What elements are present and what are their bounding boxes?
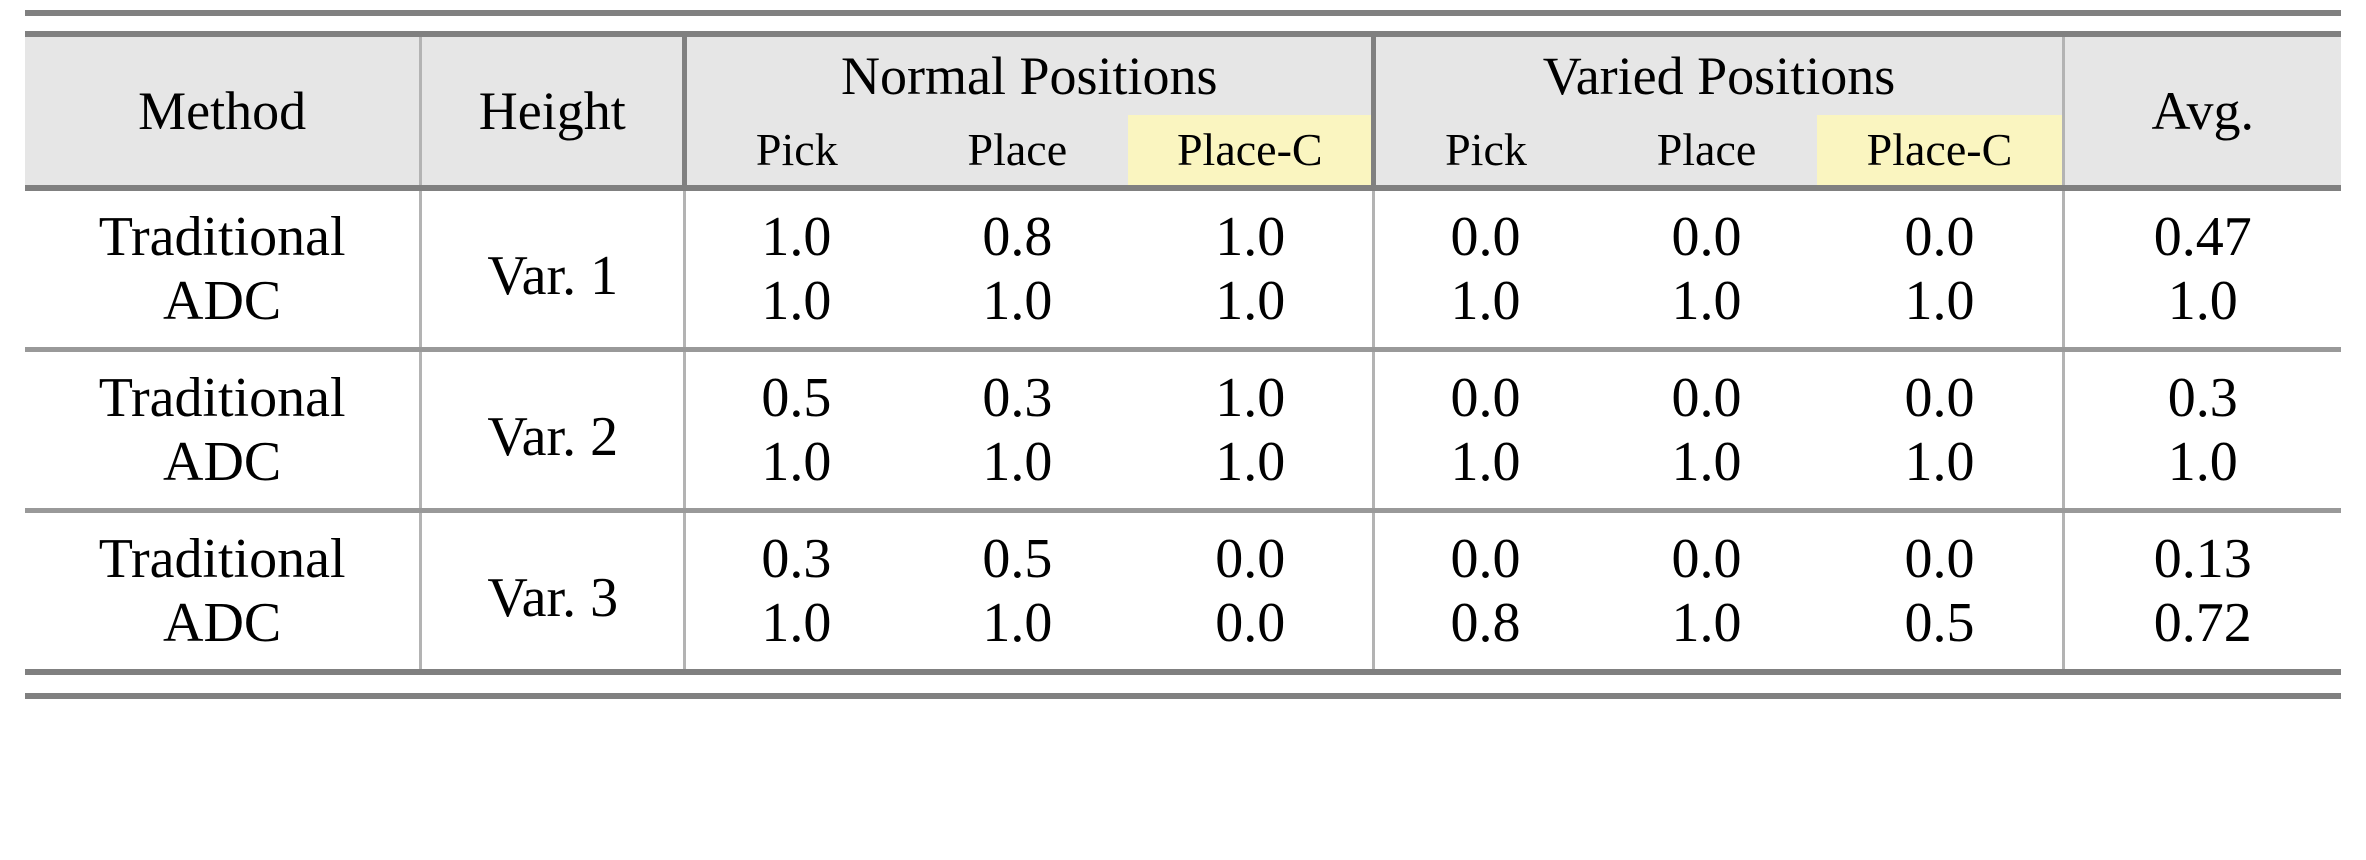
column-header-height: Height: [420, 37, 688, 185]
cell-normal-place-c: 1.0: [1128, 352, 1376, 430]
cell-normal-pick: 1.0: [684, 591, 907, 669]
subcolumn-header-normal-place-c: Place-C: [1128, 115, 1377, 185]
cell-normal-place-c: 0.0: [1128, 591, 1376, 669]
cell-varied-pick: 1.0: [1373, 269, 1596, 347]
subcolumn-header-normal-pick: Pick: [684, 115, 907, 185]
cell-avg: 0.72: [2063, 591, 2341, 669]
table-top-rule-outer: [25, 10, 2341, 16]
cell-normal-place: 1.0: [906, 430, 1129, 508]
table-row: Traditional Var. 1 1.0 0.8 1.0 0.0 0.0 0.0 0.47: [25, 191, 2341, 347]
table-bottom-rule-gap: [25, 675, 2341, 693]
cell-method: ADC: [25, 269, 423, 347]
cell-avg: 0.13: [2063, 513, 2341, 591]
cell-height: Var. 1: [420, 191, 687, 347]
subcolumn-header-varied-place-c: Place-C: [1817, 115, 2065, 185]
cell-varied-place: 1.0: [1595, 430, 1818, 508]
cell-normal-pick: 0.5: [684, 352, 907, 430]
header-row-groups: Method Height Normal Positions Varied Po…: [25, 37, 2341, 185]
table-row: ADC 1.0 1.0 0.0 0.8 1.0 0.5 0.72: [25, 591, 2341, 669]
cell-normal-place-c: 1.0: [1128, 269, 1376, 347]
cell-normal-place: 0.8: [906, 191, 1129, 269]
results-table: Method Height Normal Positions Varied Po…: [25, 37, 2341, 669]
header-row-subcolumns: Pick Place Place-C Pick Place Place-C: [25, 115, 2341, 185]
cell-varied-place-c: 1.0: [1817, 269, 2065, 347]
group-separator-rule: [25, 508, 2341, 513]
cell-normal-pick: 1.0: [684, 430, 907, 508]
table-row: Traditional Var. 3 0.3 0.5 0.0 0.0 0.0 0.0 0.13: [25, 513, 2341, 669]
cell-varied-place: 1.0: [1595, 591, 1818, 669]
table-bottom-rule-inner: [25, 669, 2341, 675]
table-top-rule-inner: [25, 31, 2341, 37]
cell-normal-place-c: 1.0: [1128, 430, 1376, 508]
table-body: Traditional Var. 1 1.0 0.8 1.0 0.0 0.0 0.0 0.47 A…: [25, 191, 2341, 669]
cell-normal-place: 1.0: [906, 591, 1129, 669]
cell-varied-place: 1.0: [1595, 269, 1818, 347]
cell-varied-place-c: 0.0: [1817, 513, 2065, 591]
subcolumn-header-normal-place: Place: [906, 115, 1129, 185]
cell-method: ADC: [25, 430, 423, 508]
cell-method: Traditional: [25, 513, 423, 591]
cell-varied-place: 0.0: [1595, 513, 1818, 591]
cell-normal-place: 0.3: [906, 352, 1129, 430]
group-header-normal-positions: Normal Positions: [684, 37, 1377, 115]
cell-method: ADC: [25, 591, 423, 669]
cell-normal-pick: 1.0: [684, 269, 907, 347]
cell-varied-place-c: 1.0: [1817, 430, 2065, 508]
cell-method: Traditional: [25, 191, 423, 269]
cell-avg: 1.0: [2063, 269, 2341, 347]
table-row: ADC 1.0 1.0 1.0 1.0 1.0 1.0 1.0: [25, 430, 2341, 508]
cell-varied-place-c: 0.0: [1817, 352, 2065, 430]
table-bottom-rule-outer: [25, 693, 2341, 699]
cell-varied-pick: 0.0: [1373, 513, 1596, 591]
cell-varied-pick: 0.0: [1373, 352, 1596, 430]
cell-varied-place-c: 0.5: [1817, 591, 2065, 669]
column-header-method: Method: [25, 37, 423, 185]
cell-varied-pick: 1.0: [1373, 430, 1596, 508]
cell-varied-place-c: 0.0: [1817, 191, 2065, 269]
cell-height: Var. 2: [420, 352, 687, 508]
table-row: ADC 1.0 1.0 1.0 1.0 1.0 1.0 1.0: [25, 269, 2341, 347]
group-header-varied-positions: Varied Positions: [1373, 37, 2065, 115]
cell-height: Var. 3: [420, 513, 687, 669]
cell-avg: 1.0: [2063, 430, 2341, 508]
cell-method: Traditional: [25, 352, 423, 430]
cell-avg: 0.3: [2063, 352, 2341, 430]
cell-normal-pick: 1.0: [684, 191, 907, 269]
subcolumn-header-varied-place: Place: [1595, 115, 1818, 185]
header-bottom-rule: [25, 185, 2341, 191]
cell-normal-place-c: 0.0: [1128, 513, 1376, 591]
results-table-container: Method Height Normal Positions Varied Po…: [25, 10, 2341, 699]
cell-normal-place: 1.0: [906, 269, 1129, 347]
cell-normal-place: 0.5: [906, 513, 1129, 591]
table-top-rule-gap: [25, 16, 2341, 31]
cell-varied-pick: 0.8: [1373, 591, 1596, 669]
subcolumn-header-varied-pick: Pick: [1373, 115, 1596, 185]
cell-varied-place: 0.0: [1595, 191, 1818, 269]
column-header-avg: Avg.: [2063, 37, 2341, 185]
cell-normal-place-c: 1.0: [1128, 191, 1376, 269]
cell-avg: 0.47: [2063, 191, 2341, 269]
cell-normal-pick: 0.3: [684, 513, 907, 591]
table-header: Method Height Normal Positions Varied Po…: [25, 37, 2341, 191]
table-row: Traditional Var. 2 0.5 0.3 1.0 0.0 0.0 0.0 0.3: [25, 352, 2341, 508]
cell-varied-pick: 0.0: [1373, 191, 1596, 269]
cell-varied-place: 0.0: [1595, 352, 1818, 430]
group-separator-rule: [25, 347, 2341, 352]
